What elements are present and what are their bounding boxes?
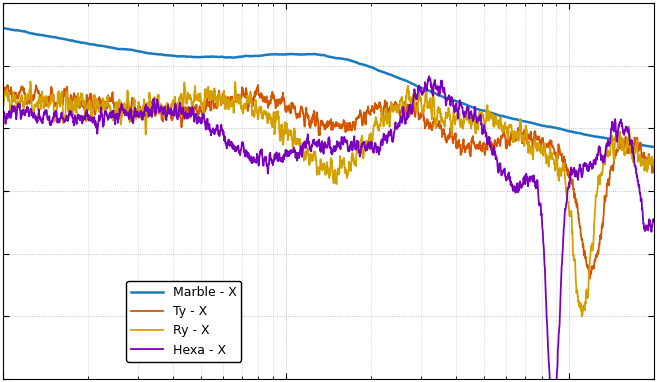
Hexa - X xyxy=(650,219,657,223)
Hexa - X xyxy=(425,74,433,79)
Ry - X xyxy=(277,125,285,129)
Ty - X xyxy=(650,160,657,165)
Ry - X xyxy=(568,211,576,216)
Ry - X xyxy=(74,97,81,102)
Ry - X xyxy=(578,314,586,319)
Marble - X xyxy=(73,39,81,44)
Line: Hexa - X: Hexa - X xyxy=(3,76,654,382)
Ty - X xyxy=(638,155,646,160)
Marble - X xyxy=(637,142,645,147)
Ty - X xyxy=(73,98,81,103)
Ry - X xyxy=(112,105,120,110)
Legend: Marble - X, Ty - X, Ry - X, Hexa - X: Marble - X, Ty - X, Ry - X, Hexa - X xyxy=(126,281,241,362)
Marble - X xyxy=(567,129,575,134)
Ry - X xyxy=(249,112,257,117)
Hexa - X xyxy=(73,118,81,122)
Ry - X xyxy=(0,103,7,107)
Hexa - X xyxy=(568,168,576,172)
Ty - X xyxy=(586,276,594,281)
Hexa - X xyxy=(638,201,646,206)
Marble - X xyxy=(277,52,284,57)
Marble - X xyxy=(650,145,657,149)
Marble - X xyxy=(112,46,120,51)
Line: Ry - X: Ry - X xyxy=(3,81,654,316)
Marble - X xyxy=(0,26,7,30)
Hexa - X xyxy=(0,112,7,117)
Ty - X xyxy=(112,108,120,112)
Hexa - X xyxy=(112,117,120,121)
Ry - X xyxy=(650,163,657,168)
Line: Ty - X: Ty - X xyxy=(3,85,654,278)
Ty - X xyxy=(254,83,261,87)
Marble - X xyxy=(248,54,256,58)
Line: Marble - X: Marble - X xyxy=(3,28,654,147)
Ry - X xyxy=(26,79,34,84)
Hexa - X xyxy=(248,159,256,163)
Ty - X xyxy=(568,179,576,183)
Ty - X xyxy=(0,87,7,92)
Hexa - X xyxy=(277,159,284,163)
Ry - X xyxy=(638,160,646,165)
Ty - X xyxy=(248,102,256,107)
Ty - X xyxy=(277,100,285,104)
